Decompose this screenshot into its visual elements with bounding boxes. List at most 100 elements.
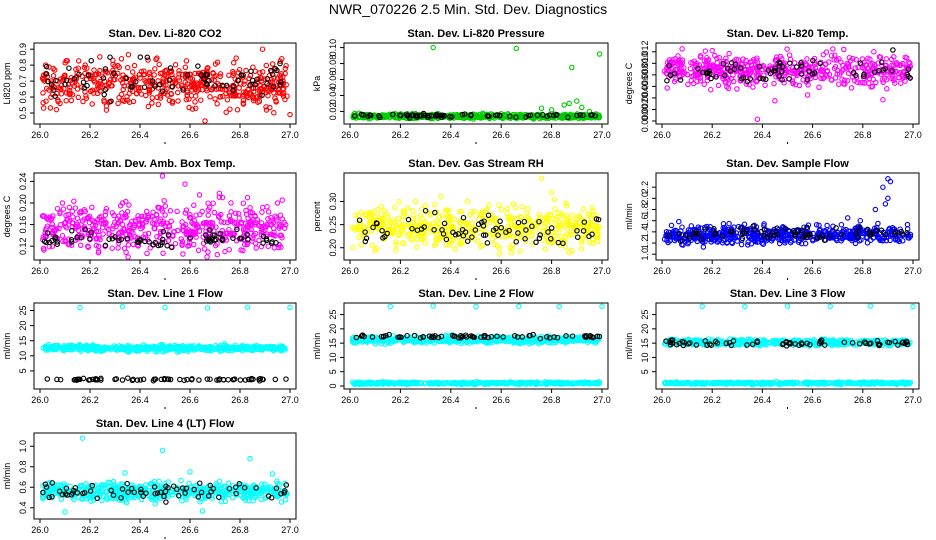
data-point bbox=[685, 240, 691, 247]
subset-point bbox=[904, 71, 911, 78]
subset-point bbox=[273, 240, 279, 246]
data-point bbox=[586, 239, 593, 246]
data-point bbox=[97, 54, 103, 60]
subset-point bbox=[767, 232, 773, 238]
data-point bbox=[98, 217, 105, 223]
subset-point bbox=[207, 376, 213, 382]
data-point bbox=[205, 200, 211, 206]
data-point bbox=[676, 218, 682, 225]
subset-point bbox=[134, 377, 141, 383]
data-point bbox=[240, 97, 247, 104]
subset-point bbox=[441, 113, 447, 119]
data-point bbox=[753, 73, 760, 79]
outlier-point bbox=[287, 304, 293, 311]
x-tick-label: 26.6 bbox=[181, 395, 199, 405]
data-point bbox=[278, 232, 285, 239]
data-point bbox=[115, 100, 121, 107]
subset-point bbox=[779, 68, 785, 75]
data-point bbox=[135, 86, 142, 92]
data-point bbox=[199, 208, 205, 215]
panel-title: Stan. Dev. Line 1 Flow bbox=[107, 288, 223, 300]
x-tick-label: 26.8 bbox=[231, 130, 249, 140]
data-point bbox=[753, 64, 760, 71]
subset-point bbox=[269, 71, 276, 78]
subset-point bbox=[100, 75, 107, 81]
y-tick-label: 20 bbox=[18, 321, 28, 331]
data-point bbox=[842, 81, 848, 87]
subset-point bbox=[490, 227, 497, 233]
outlier-point bbox=[57, 100, 63, 107]
subset-point bbox=[774, 225, 780, 231]
data-point bbox=[456, 219, 463, 226]
data-point bbox=[185, 243, 191, 249]
x-tick-label: 26.8 bbox=[854, 130, 872, 140]
data-point bbox=[886, 225, 893, 232]
data-point bbox=[236, 66, 243, 73]
subset-point bbox=[207, 227, 213, 233]
data-point bbox=[214, 59, 221, 66]
x-tick-label: 26.4 bbox=[131, 266, 149, 276]
data-point bbox=[215, 214, 222, 220]
subset-point bbox=[52, 234, 59, 240]
subset-point bbox=[449, 114, 455, 120]
data-point bbox=[247, 204, 253, 211]
subset-point bbox=[580, 228, 587, 234]
subset-point bbox=[137, 54, 144, 60]
panel-title: Stan. Dev. Line 2 Flow bbox=[418, 288, 534, 300]
data-point bbox=[720, 71, 727, 77]
data-point bbox=[846, 54, 853, 61]
subset-point bbox=[497, 218, 503, 225]
outlier-point bbox=[274, 200, 281, 206]
data-point bbox=[790, 68, 796, 74]
subset-point bbox=[112, 234, 118, 240]
subset-point bbox=[118, 236, 125, 242]
data-point bbox=[708, 239, 714, 245]
data-point bbox=[235, 221, 241, 227]
data-point bbox=[242, 78, 248, 84]
data-point bbox=[786, 52, 793, 58]
data-point bbox=[139, 224, 146, 230]
data-point bbox=[667, 238, 673, 244]
subset-point bbox=[136, 239, 142, 246]
data-point bbox=[283, 62, 289, 69]
outlier-point bbox=[882, 201, 889, 207]
data-point bbox=[892, 80, 898, 86]
subset-point bbox=[460, 214, 467, 221]
data-point bbox=[115, 245, 121, 251]
data-point bbox=[116, 240, 122, 246]
outlier-point bbox=[485, 212, 492, 219]
data-point bbox=[679, 232, 686, 238]
subset-point bbox=[68, 239, 75, 245]
data-point bbox=[81, 216, 88, 222]
data-point bbox=[821, 75, 827, 81]
subset-point bbox=[211, 232, 218, 238]
data-point bbox=[697, 65, 703, 71]
subset-point bbox=[793, 64, 800, 70]
data-point bbox=[439, 213, 446, 219]
data-point bbox=[121, 215, 127, 221]
data-point bbox=[259, 226, 265, 233]
data-point bbox=[578, 246, 585, 252]
subset-point bbox=[180, 87, 186, 93]
data-point bbox=[279, 197, 286, 203]
data-point bbox=[95, 249, 102, 256]
data-point bbox=[276, 225, 282, 231]
data-point bbox=[182, 79, 188, 86]
y-tick-label: 0.000 bbox=[640, 110, 650, 133]
subset-point bbox=[523, 227, 529, 233]
data-point bbox=[869, 70, 875, 76]
data-point bbox=[269, 61, 276, 67]
data-point bbox=[65, 81, 72, 88]
data-point bbox=[848, 85, 855, 91]
data-point bbox=[162, 68, 168, 74]
subset-point bbox=[150, 377, 157, 384]
data-point bbox=[189, 106, 196, 112]
data-point bbox=[670, 60, 676, 66]
data-point bbox=[205, 207, 212, 213]
outlier-point bbox=[234, 107, 241, 113]
data-point bbox=[205, 249, 211, 255]
plot-frame bbox=[655, 42, 920, 125]
data-point bbox=[413, 244, 420, 250]
data-point bbox=[493, 222, 499, 229]
